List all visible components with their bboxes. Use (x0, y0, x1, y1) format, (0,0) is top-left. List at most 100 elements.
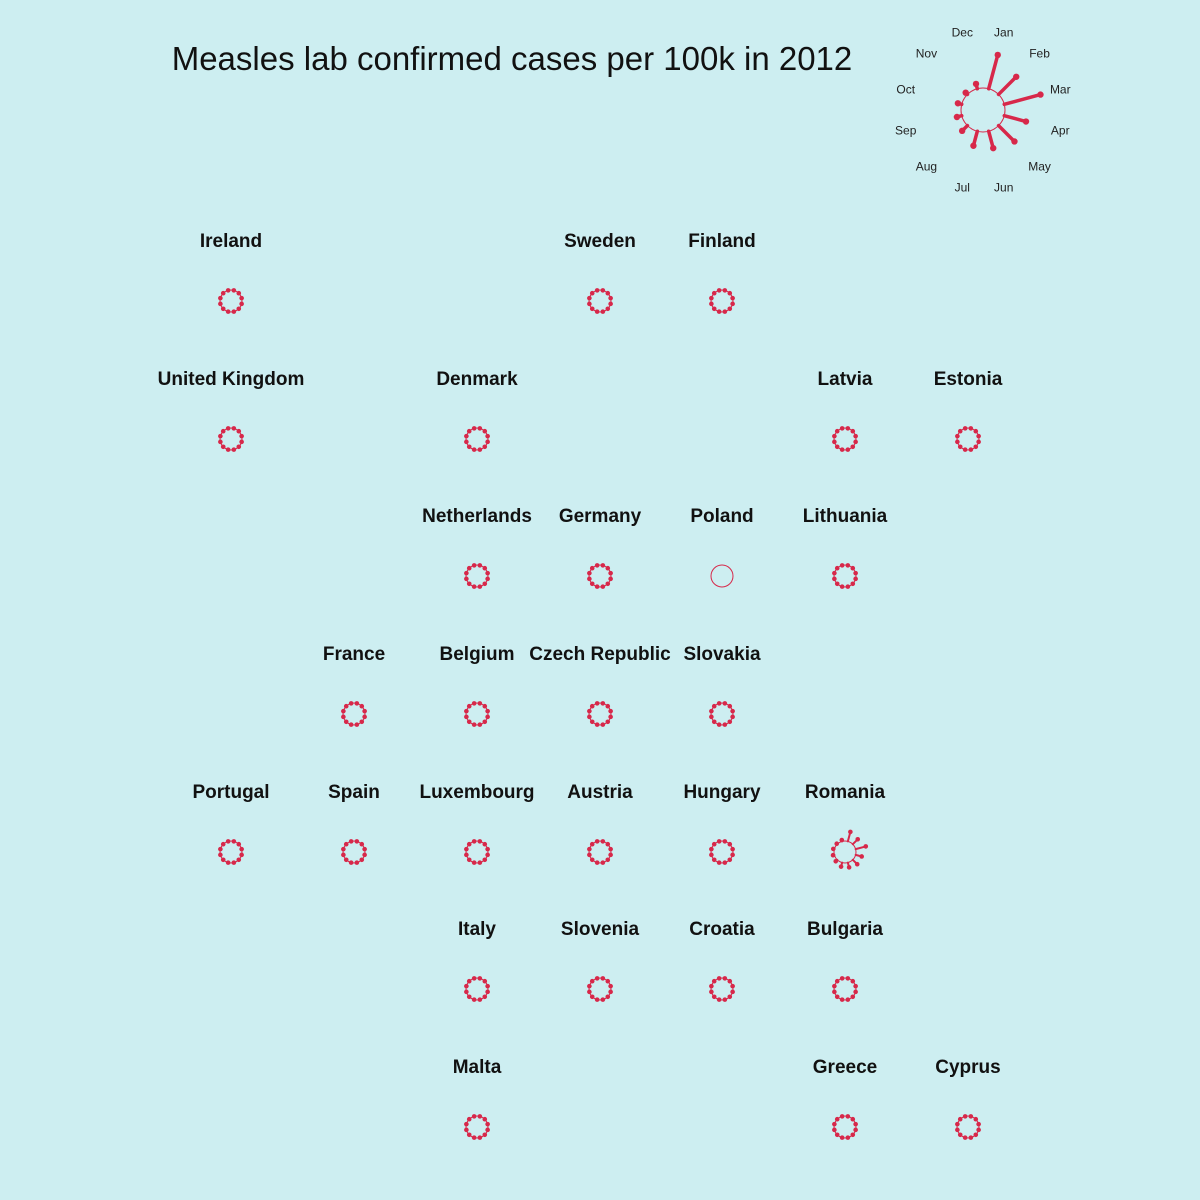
ireland-point-oct (218, 295, 223, 301)
cyprus-point-nov (957, 1116, 963, 1122)
slovenia-base-circle (588, 977, 612, 1001)
cyprus-point-sep (955, 1127, 960, 1133)
hungary-point-mar (730, 846, 735, 852)
denmark-point-oct (464, 433, 469, 439)
cyprus-point-oct (955, 1121, 960, 1127)
lithuania-point-jan (845, 563, 851, 568)
country-glyph-poland (710, 564, 734, 588)
finland-point-aug (711, 306, 717, 312)
croatia-point-apr (730, 989, 735, 995)
country-glyph-greece (832, 1114, 858, 1140)
ireland-base-circle (219, 289, 243, 313)
romania-point-feb (855, 836, 861, 842)
estonia-point-feb (973, 428, 979, 434)
finland-point-sep (709, 301, 714, 307)
country-label: Germany (558, 506, 642, 527)
croatia-point-feb (727, 978, 733, 984)
portugal-point-aug (220, 857, 226, 863)
czech-republic-point-may (605, 719, 611, 725)
hungary-point-sep (709, 852, 714, 858)
slovenia-point-dec (594, 976, 600, 981)
sweden-point-oct (587, 295, 592, 301)
bulgaria-point-nov (834, 978, 840, 984)
legend-month-label-sep: Sep (895, 124, 917, 138)
greece-point-sep (832, 1127, 837, 1133)
legend-month-label-jul: Jul (955, 180, 970, 194)
denmark-point-jan (477, 426, 483, 431)
country-glyph-bulgaria (832, 976, 858, 1002)
portugal-point-may (236, 857, 242, 863)
poland-base-circle (710, 564, 734, 588)
latvia-point-nov (834, 428, 840, 434)
country-label: Luxembourg (419, 782, 535, 803)
country-glyph-denmark (464, 426, 490, 452)
estonia-point-apr (976, 439, 981, 445)
malta-base-circle (465, 1115, 489, 1139)
portugal-point-feb (236, 841, 242, 847)
country-cell-denmark: Denmark (402, 369, 552, 489)
country-glyph-luxembourg (464, 839, 490, 865)
united-kingdom-point-may (236, 444, 242, 450)
legend-point-mar (1037, 91, 1044, 98)
country-cell-united-kingdom: United Kingdom (156, 369, 306, 489)
legend-month-label-dec: Dec (952, 26, 973, 40)
country-glyph-latvia (832, 426, 858, 452)
united-kingdom-point-dec (225, 426, 231, 431)
germany-point-aug (589, 581, 595, 587)
belgium-point-may (482, 719, 488, 725)
sweden-point-dec (594, 288, 600, 293)
country-cell-italy: Italy (402, 919, 552, 1039)
sweden-point-mar (608, 295, 613, 301)
country-label: Greece (812, 1057, 878, 1078)
country-label: Spain (328, 782, 380, 803)
legend-month-label-may: May (1028, 160, 1051, 174)
austria-point-dec (594, 839, 600, 844)
belgium-point-nov (466, 703, 472, 709)
croatia-point-mar (730, 983, 735, 989)
croatia-point-aug (711, 994, 717, 1000)
slovakia-point-dec (716, 701, 722, 706)
netherlands-point-sep (464, 576, 469, 582)
country-label: Ireland (199, 231, 263, 252)
sweden-point-nov (589, 290, 595, 296)
greece-point-oct (832, 1121, 837, 1127)
country-cell-romania: Romania (770, 782, 920, 902)
legend-month-label-aug: Aug (916, 160, 937, 174)
malta-point-aug (466, 1132, 472, 1138)
austria-point-jul (594, 860, 600, 865)
germany-point-jan (600, 563, 606, 568)
country-glyph-croatia (709, 976, 735, 1002)
croatia-base-circle (710, 977, 734, 1001)
finland-point-may (727, 306, 733, 312)
cyprus-point-jan (968, 1114, 974, 1119)
luxembourg-point-jun (477, 860, 483, 865)
ireland-point-sep (218, 301, 223, 307)
country-label: France (322, 644, 386, 665)
legend-base-circle (960, 87, 1006, 133)
bulgaria-point-jun (845, 997, 851, 1002)
portugal-point-jan (231, 839, 237, 844)
sweden-point-aug (589, 306, 595, 312)
netherlands-point-apr (485, 576, 490, 582)
country-glyph-sweden (587, 288, 613, 314)
czech-republic-point-jun (600, 722, 606, 727)
legend-month-label-jun: Jun (994, 180, 1013, 194)
france-point-jul (348, 722, 354, 727)
hungary-point-nov (711, 841, 717, 847)
luxembourg-point-mar (485, 846, 490, 852)
denmark-point-may (482, 444, 488, 450)
czech-republic-point-nov (589, 703, 595, 709)
romania-point-mar (863, 844, 869, 849)
bulgaria-point-mar (853, 983, 858, 989)
germany-point-may (605, 581, 611, 587)
austria-point-mar (608, 846, 613, 852)
bulgaria-point-oct (832, 983, 837, 989)
country-cell-latvia: Latvia (770, 369, 920, 489)
estonia-point-aug (957, 444, 963, 450)
slovenia-point-may (605, 994, 611, 1000)
country-glyph-united-kingdom (218, 426, 244, 452)
country-cell-estonia: Estonia (893, 369, 1043, 489)
romania-point-sep (830, 852, 836, 858)
malta-point-nov (466, 1116, 472, 1122)
romania-point-oct (830, 846, 836, 852)
